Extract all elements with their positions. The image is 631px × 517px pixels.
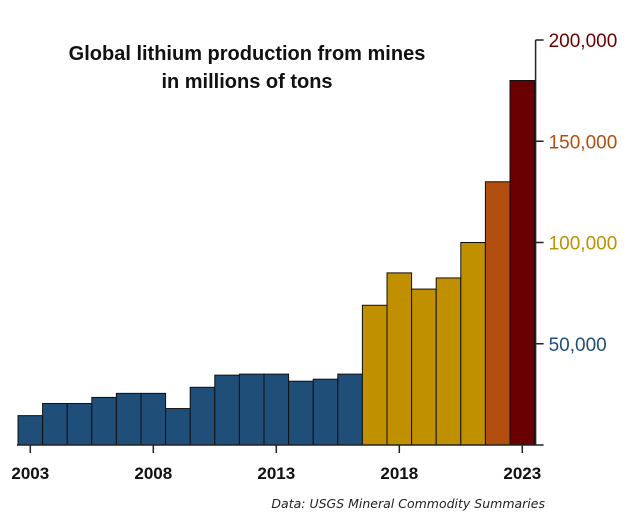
bar-2012 — [238, 373, 265, 446]
y-tick-label-150000: 150,000 — [549, 132, 618, 153]
bar-2023 — [509, 80, 536, 446]
x-tick-label-2013: 2013 — [257, 464, 295, 483]
x-tick-label-2023: 2023 — [503, 464, 541, 483]
bar-2019 — [411, 288, 437, 446]
bar-2007 — [115, 392, 142, 446]
y-tick-label-50000: 50,000 — [549, 335, 607, 356]
bar-2009 — [165, 408, 191, 446]
source-note: Data: USGS Mineral Commodity Summaries — [271, 496, 545, 511]
bar-2020 — [435, 277, 462, 446]
bar-2005 — [66, 402, 93, 446]
x-tick-label-2003: 2003 — [11, 464, 49, 483]
bar-2014 — [288, 380, 314, 446]
bar-2018 — [386, 272, 413, 446]
bar-2011 — [214, 374, 240, 446]
bar-2022 — [484, 181, 511, 446]
bar-2006 — [91, 396, 117, 446]
y-axis-ticks: 50,000 100,000 150,000 200,000 — [535, 31, 618, 356]
bar-2004 — [42, 402, 68, 446]
x-tick-label-2008: 2008 — [134, 464, 172, 483]
y-tick-label-200000: 200,000 — [549, 31, 618, 52]
x-axis-ticks: 2003 2008 2013 2018 2023 — [11, 445, 541, 483]
x-tick-label-2018: 2018 — [380, 464, 418, 483]
bar-2021 — [460, 242, 486, 446]
chart-title-line-2: in millions of tons — [161, 71, 332, 93]
bars-group — [17, 80, 536, 446]
bar-2016 — [337, 373, 363, 446]
bar-2017 — [361, 304, 388, 446]
bar-2015 — [312, 378, 339, 446]
y-tick-label-100000: 100,000 — [549, 234, 618, 255]
chart-title-line-1: Global lithium production from mines — [69, 43, 426, 65]
bar-2008 — [140, 392, 167, 446]
bar-2013 — [263, 373, 290, 446]
bar-2010 — [189, 386, 216, 446]
bar-2003 — [17, 415, 44, 446]
